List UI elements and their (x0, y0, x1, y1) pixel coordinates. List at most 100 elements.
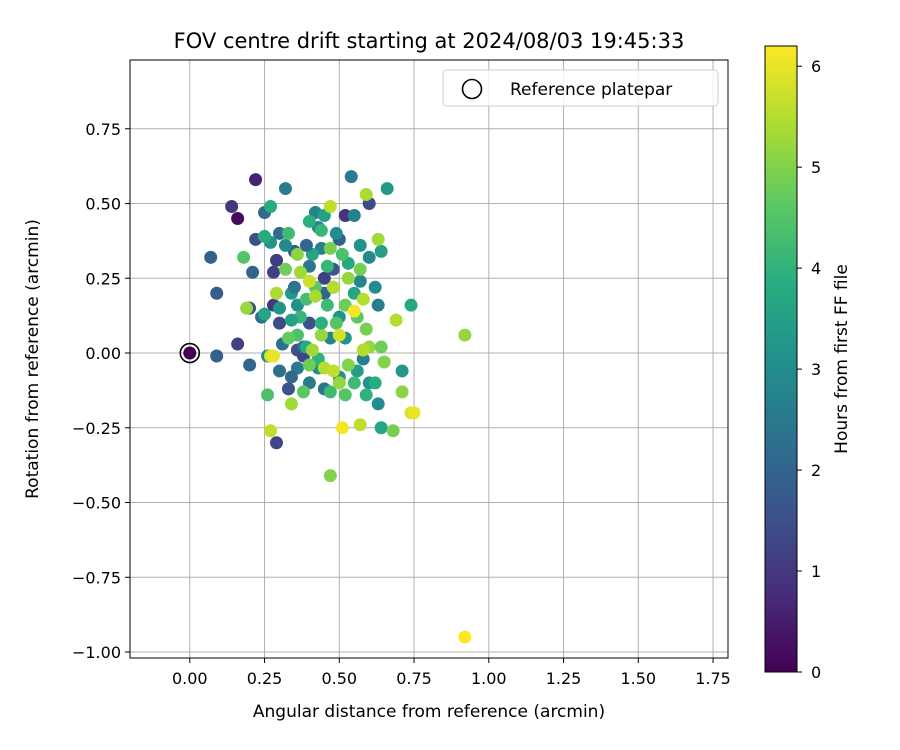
data-point (264, 424, 278, 438)
data-point (273, 364, 286, 378)
colorbar-tick-label: 3 (811, 360, 821, 379)
data-point (302, 358, 316, 372)
x-tick-label: 1.50 (620, 669, 656, 688)
x-tick-label: 1.75 (695, 669, 731, 688)
data-point (278, 182, 292, 196)
data-point (326, 280, 340, 294)
data-point (389, 313, 403, 327)
y-tick-label: −1.00 (72, 643, 121, 662)
colorbar (764, 45, 798, 673)
data-point (338, 388, 352, 402)
y-tick-label: −0.50 (72, 494, 121, 513)
data-point (278, 238, 292, 252)
y-tick-label: 0.75 (85, 120, 121, 139)
data-point (264, 200, 278, 214)
data-point (386, 424, 400, 438)
data-point (210, 286, 224, 300)
y-gridlines (130, 128, 728, 653)
data-point (296, 385, 310, 399)
x-tick-label: 0.25 (247, 669, 283, 688)
data-point (281, 382, 295, 396)
data-point (458, 630, 472, 644)
data-point (323, 385, 337, 399)
x-axis-ticks: 0.00 0.25 0.50 0.75 1.00 1.25 1.50 1.75 (172, 658, 731, 688)
data-point (362, 250, 376, 264)
data-point (323, 469, 337, 483)
data-point (380, 182, 394, 196)
data-point (273, 226, 286, 240)
data-point (353, 238, 367, 252)
data-point (314, 316, 328, 330)
data-point (270, 253, 284, 267)
data-point (356, 352, 370, 366)
data-point (353, 418, 367, 432)
data-point (341, 358, 355, 372)
data-point (338, 208, 352, 222)
data-point (246, 265, 260, 279)
data-point (353, 274, 367, 288)
colorbar-tick-label: 6 (811, 57, 821, 76)
data-point (356, 343, 370, 357)
data-point (353, 262, 367, 276)
data-point (368, 280, 382, 294)
data-point (335, 247, 349, 261)
x-tick-label: 1.00 (471, 669, 507, 688)
plot-frame (129, 59, 729, 659)
data-point (302, 214, 316, 228)
data-point (335, 421, 349, 435)
data-point (314, 328, 328, 342)
data-point (359, 188, 373, 202)
data-point (210, 349, 224, 363)
data-point (267, 265, 281, 279)
x-tick-label: 0.75 (396, 669, 432, 688)
data-point (323, 200, 337, 214)
data-point (243, 358, 257, 372)
data-point (341, 271, 355, 285)
x-axis-label: Angular distance from reference (arcmin) (253, 702, 605, 722)
data-point (273, 301, 286, 315)
data-point (332, 376, 346, 390)
legend-box (442, 69, 719, 107)
data-point (305, 343, 319, 357)
data-point (240, 301, 254, 315)
data-point (261, 388, 275, 402)
data-point (284, 370, 298, 384)
data-point (270, 436, 284, 450)
data-point (317, 271, 331, 285)
data-point (278, 262, 292, 276)
data-point (329, 316, 343, 330)
data-point (347, 376, 361, 390)
data-point (326, 364, 340, 378)
data-point (332, 328, 346, 342)
legend-entry-reference-platepar: Reference platepar (510, 80, 672, 100)
data-point (249, 173, 263, 187)
data-point (302, 274, 316, 288)
data-point (347, 304, 361, 318)
data-point (284, 313, 298, 327)
data-point (377, 355, 391, 369)
data-point (281, 226, 295, 240)
data-point (374, 244, 388, 258)
data-point (458, 328, 472, 342)
data-point (314, 223, 328, 237)
data-point (395, 364, 409, 378)
colorbar-tick-label: 4 (811, 259, 821, 278)
x-tick-label: 0.50 (321, 669, 357, 688)
data-point (404, 298, 418, 312)
y-tick-label: 0.50 (85, 195, 121, 214)
chart-title: FOV centre drift starting at 2024/08/03 … (174, 29, 685, 53)
data-point (371, 397, 385, 411)
y-tick-label: −0.75 (72, 568, 121, 587)
x-gridlines (189, 60, 714, 658)
colorbar-tick-label: 1 (811, 562, 821, 581)
data-point (287, 280, 301, 294)
data-point (273, 316, 286, 330)
data-point (359, 322, 373, 336)
y-tick-label: −0.25 (72, 419, 121, 438)
data-point (284, 397, 298, 411)
data-point (237, 250, 251, 264)
data-point (368, 376, 382, 390)
data-point (270, 286, 284, 300)
colorbar-tick-label: 5 (811, 158, 821, 177)
data-point (308, 289, 322, 303)
